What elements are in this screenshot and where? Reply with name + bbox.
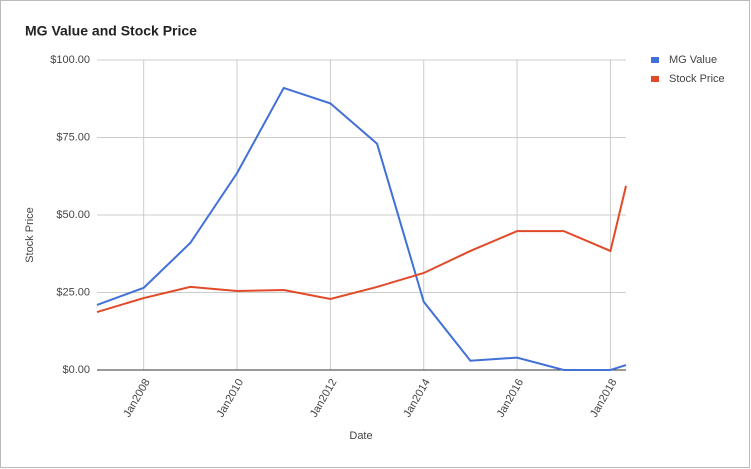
- line-series: [96, 86, 627, 371]
- legend-swatch: [651, 76, 659, 82]
- line-series: [96, 185, 627, 313]
- y-tick-label: $75.00: [56, 131, 90, 143]
- x-axis-title: Date: [349, 430, 372, 442]
- legend-swatch: [651, 57, 659, 63]
- chart-title: MG Value and Stock Price: [25, 23, 197, 39]
- legend-label: Stock Price: [669, 73, 725, 85]
- y-tick-label: $25.00: [56, 286, 90, 298]
- y-axis-title: Stock Price: [24, 207, 36, 263]
- legend-label: MG Value: [669, 54, 717, 66]
- y-tick-label: $50.00: [56, 209, 90, 221]
- y-tick-label: $100.00: [50, 54, 90, 66]
- y-tick-label: $0.00: [62, 364, 90, 376]
